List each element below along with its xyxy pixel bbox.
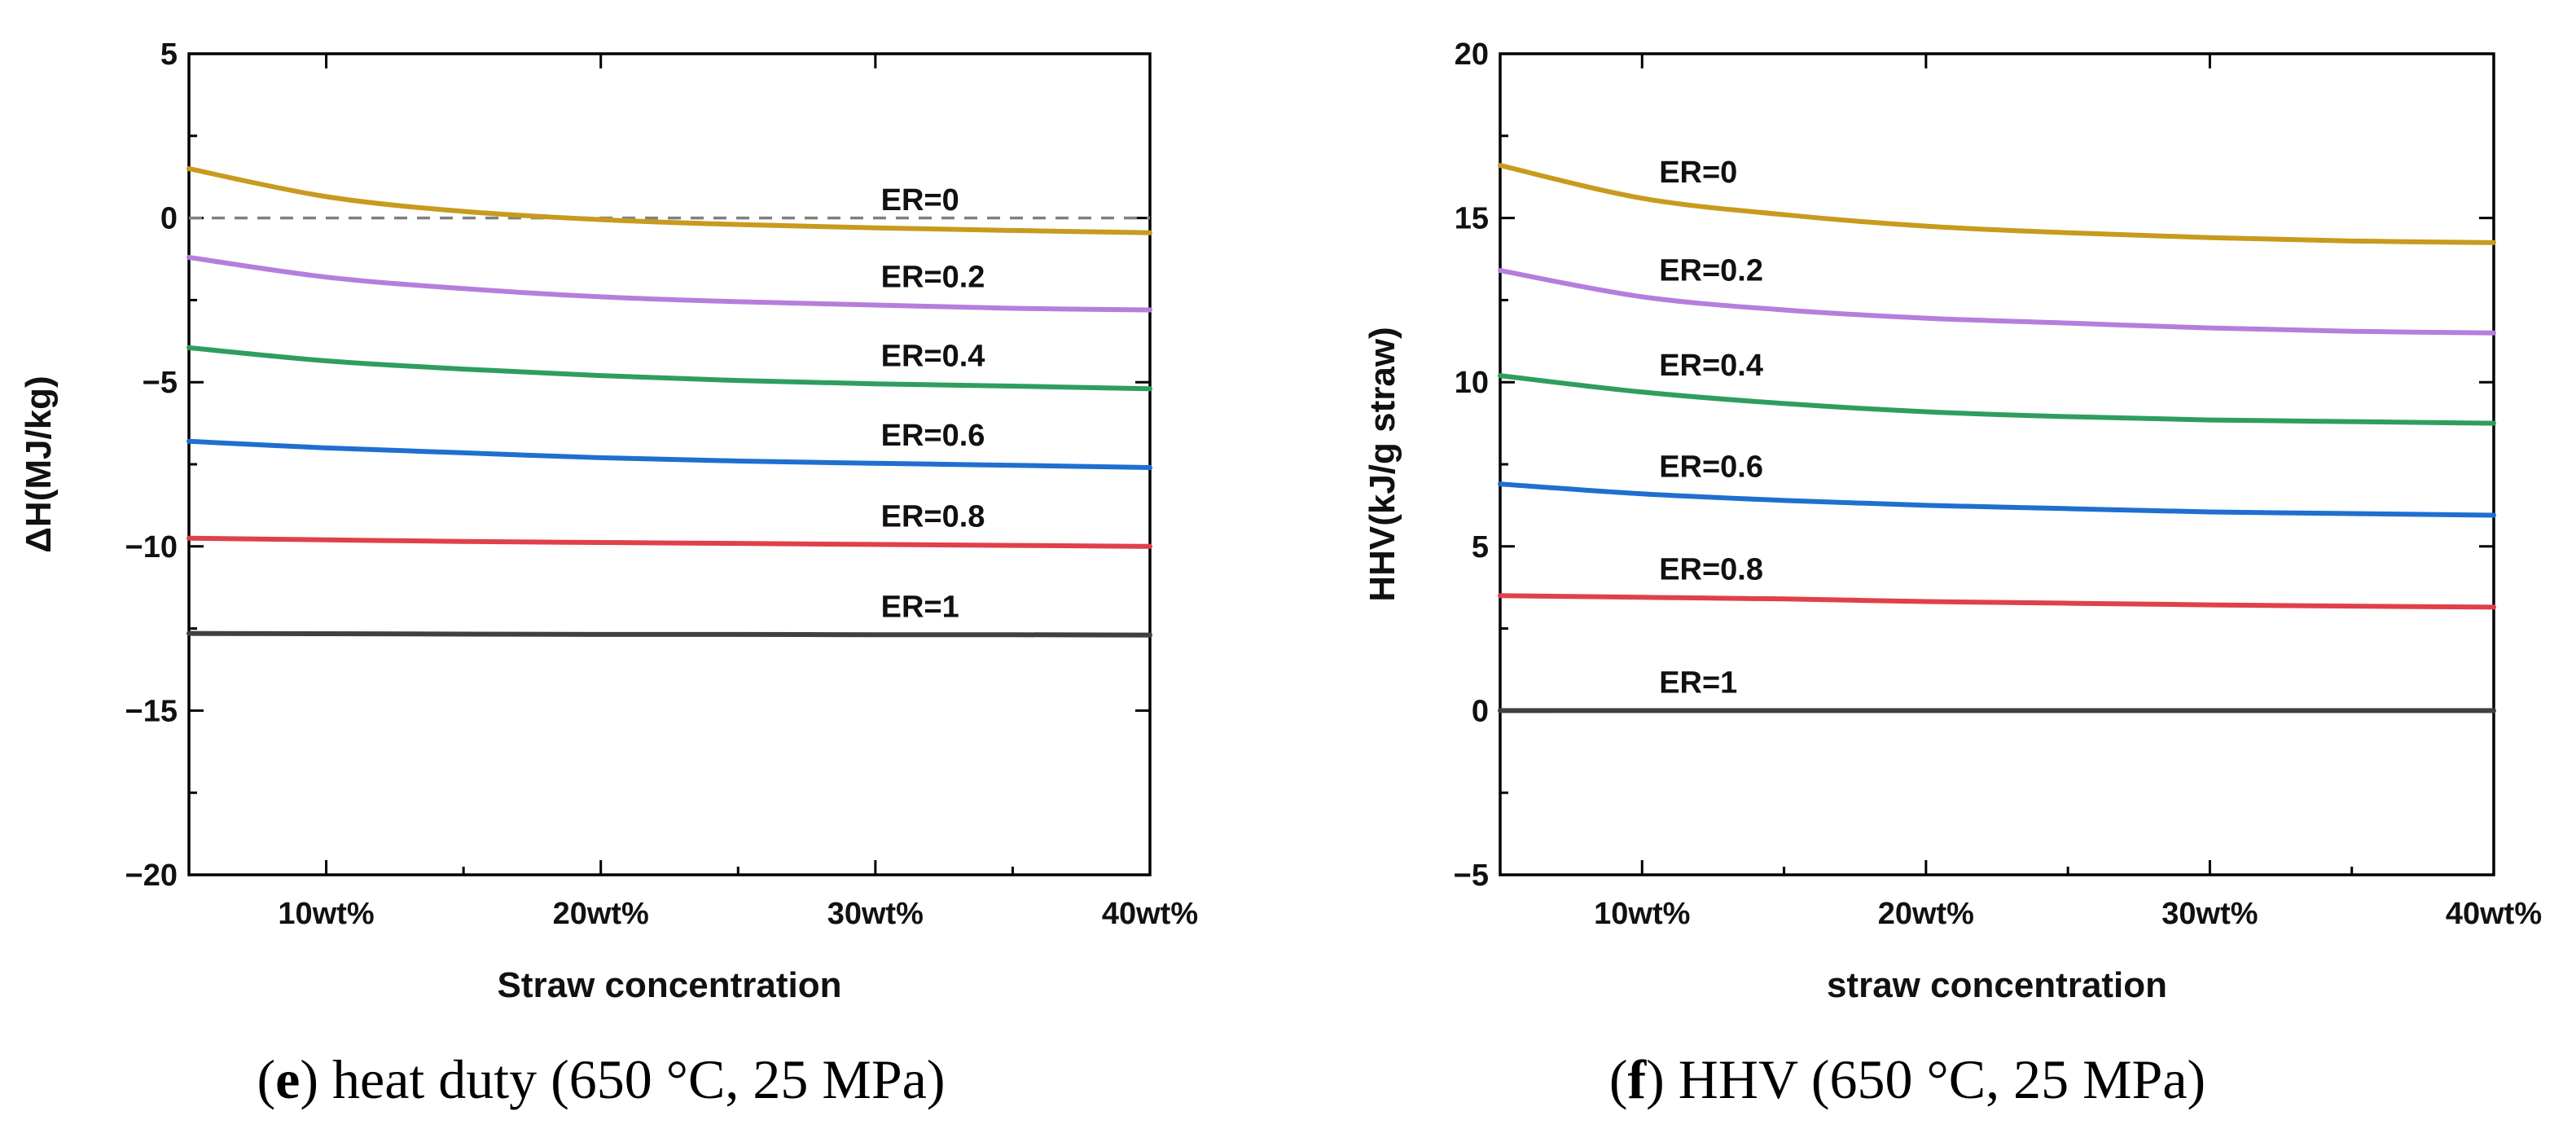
y-axis-title: HHV(kJ/g straw) <box>1363 327 1402 601</box>
caption-text: heat duty (650 °C, 25 MPa) <box>318 1048 945 1110</box>
figure-caption: (e) heat duty (650 °C, 25 MPa) <box>257 1048 946 1110</box>
y-tick-label: −5 <box>1454 859 1489 893</box>
series-label: ER=0.8 <box>881 499 985 534</box>
caption-open-paren: ( <box>1609 1048 1628 1110</box>
chart-panel-e: 5 0 −5 −10 −15 −20 10wt% 20wt% 30wt% 40wt% ER=0 ER=… <box>19 37 1198 1110</box>
series-label: ER=0.4 <box>1659 349 1763 383</box>
series-line-ER-0_2 <box>187 254 1152 313</box>
series-line-ER-0_6 <box>1498 481 2496 518</box>
y-tick-label: 5 <box>160 37 178 72</box>
x-tick-label: 10wt% <box>1594 897 1690 931</box>
series-line-ER-0_4 <box>1498 373 2496 426</box>
x-axis-title: straw concentration <box>1827 965 2167 1005</box>
x-tick-label: 40wt% <box>2446 897 2542 931</box>
x-tick-label: 20wt% <box>553 897 649 931</box>
y-tick-label: 0 <box>1472 694 1489 728</box>
series-line-ER-0_6 <box>187 438 1152 471</box>
caption-open-paren: ( <box>257 1048 276 1110</box>
x-tick-label: 20wt% <box>1878 897 1974 931</box>
y-tick-label: −10 <box>125 530 178 564</box>
series-label: ER=0 <box>1659 156 1737 190</box>
plot-frame <box>1499 52 2495 876</box>
series-label: ER=0.4 <box>881 339 985 373</box>
y-tick-label: 20 <box>1455 37 1489 72</box>
series-line-ER-1 <box>187 630 1152 638</box>
series-label: ER=0 <box>881 183 959 217</box>
series-line-ER-0_4 <box>187 345 1152 392</box>
y-axis-title: ΔH(MJ/kg) <box>19 376 59 552</box>
series-line-ER-0 <box>187 166 1152 235</box>
caption-letter: f <box>1627 1048 1647 1110</box>
series-label: ER=0.2 <box>881 261 985 295</box>
x-axis-title: Straw concentration <box>498 965 842 1005</box>
y-tick-label: 0 <box>160 202 178 236</box>
series-label: ER=1 <box>881 590 959 624</box>
caption-text: HHV (650 °C, 25 MPa) <box>1665 1048 2205 1110</box>
chart-panel-f: 20 15 10 5 0 −5 10wt% 20wt% 30wt% 40wt% ER=0 ER=0.2… <box>1363 37 2542 1110</box>
x-tick-label: 40wt% <box>1102 897 1198 931</box>
x-tick-label: 30wt% <box>2161 897 2258 931</box>
x-tick-label: 10wt% <box>278 897 374 931</box>
y-tick-label: 5 <box>1472 530 1489 564</box>
series-label: ER=0.6 <box>1659 450 1763 484</box>
figure-caption: (f) HHV (650 °C, 25 MPa) <box>1609 1048 2205 1110</box>
caption-close-paren: ) <box>300 1048 318 1110</box>
series-label: ER=0.2 <box>1659 253 1763 288</box>
series-line-ER-0 <box>1498 163 2496 245</box>
caption-letter: e <box>275 1048 300 1110</box>
series-label: ER=0.8 <box>1659 553 1763 587</box>
y-tick-label: 15 <box>1455 202 1489 236</box>
x-tick-label: 30wt% <box>827 897 924 931</box>
series-line-ER-0_8 <box>187 535 1152 549</box>
y-tick-label: −15 <box>125 694 178 728</box>
y-tick-label: −5 <box>143 366 178 400</box>
y-tick-label: −20 <box>125 859 178 893</box>
series-label: ER=0.6 <box>881 419 985 453</box>
series-line-ER-0_2 <box>1498 268 2496 336</box>
y-tick-label: 10 <box>1455 366 1489 400</box>
caption-close-paren: ) <box>1646 1048 1665 1110</box>
series-label: ER=1 <box>1659 665 1737 700</box>
series-line-ER-0_8 <box>1498 593 2496 610</box>
